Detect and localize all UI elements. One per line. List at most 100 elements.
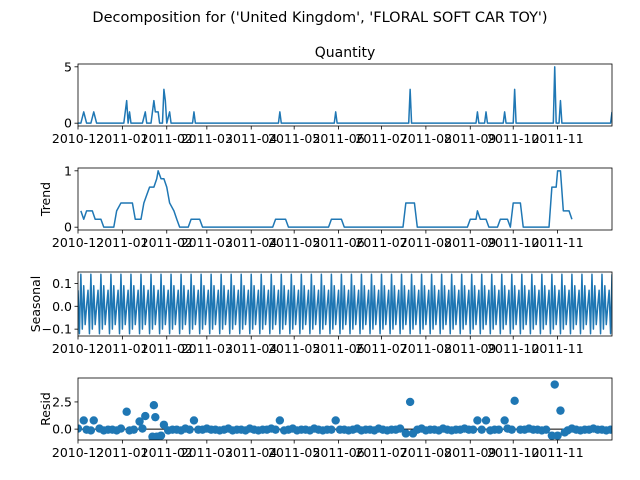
- trend-plot-area: [80, 170, 573, 228]
- x-tick-label: 2011-02: [141, 131, 193, 146]
- x-tick-label: 2011-07: [355, 235, 407, 250]
- trend-line: [80, 170, 573, 228]
- x-tick-label: 2010-12: [52, 131, 104, 146]
- x-tick-label: 2011-01: [96, 341, 148, 356]
- x-tick-label: 2011-04: [225, 235, 277, 250]
- x-tick-label: 2011-01: [96, 445, 148, 460]
- x-tick-label: 2011-07: [355, 445, 407, 460]
- resid-point: [473, 416, 482, 425]
- figure-title: Decomposition for ('United Kingdom', 'FL…: [92, 10, 547, 26]
- x-tick-label: 2011-05: [268, 131, 320, 146]
- x-tick-label: 2011-04: [225, 131, 277, 146]
- x-tick-label: 2011-08: [400, 131, 452, 146]
- x-tick-label: 2011-06: [312, 445, 364, 460]
- y-tick-label: −0.1: [42, 322, 72, 337]
- resid-point: [138, 424, 147, 433]
- seasonal-panel: −0.10.00.12010-122011-012011-022011-0320…: [28, 271, 613, 356]
- resid-point: [401, 429, 411, 438]
- resid-point: [331, 416, 340, 425]
- x-tick-label: 2011-10: [487, 131, 539, 146]
- x-tick-label: 2011-08: [400, 445, 452, 460]
- y-tick-label: 0.0: [52, 299, 72, 314]
- resid-ylabel: Resid: [38, 392, 53, 426]
- x-tick-label: 2011-06: [312, 235, 364, 250]
- resid-point: [141, 411, 150, 421]
- x-tick-label: 2011-05: [268, 445, 320, 460]
- observed-axes-frame: [77, 63, 613, 127]
- resid-point: [122, 407, 131, 416]
- x-tick-label: 2011-09: [444, 131, 496, 146]
- resid-point: [151, 412, 160, 422]
- resid-point: [189, 416, 199, 425]
- x-tick-label: 2011-10: [487, 445, 539, 460]
- x-tick-label: 2011-09: [444, 445, 496, 460]
- x-tick-label: 2010-12: [52, 341, 104, 356]
- resid-point: [507, 425, 516, 434]
- x-tick-label: 2011-09: [444, 341, 496, 356]
- x-tick-label: 2011-10: [487, 341, 539, 356]
- x-tick-label: 2011-06: [312, 131, 364, 146]
- resid-point: [185, 425, 194, 434]
- resid-point: [395, 424, 405, 433]
- y-tick-label: 0.1: [52, 276, 72, 291]
- x-tick-label: 2011-02: [141, 235, 193, 250]
- resid-point: [408, 429, 418, 438]
- resid-point: [275, 416, 285, 425]
- observed-title: Quantity: [315, 45, 376, 61]
- resid-plot-area: [78, 380, 612, 440]
- resid-point: [606, 425, 612, 434]
- resid-point: [89, 416, 98, 425]
- resid-point: [79, 416, 88, 425]
- resid-axes-frame: [77, 377, 613, 441]
- resid-point: [494, 425, 504, 434]
- resid-point: [78, 424, 83, 433]
- seasonal-ylabel: Seasonal: [28, 276, 43, 333]
- x-tick-label: 2011-08: [400, 235, 452, 250]
- x-tick-label: 2010-12: [52, 445, 104, 460]
- x-tick-label: 2011-11: [531, 445, 583, 460]
- x-tick-label: 2011-03: [181, 131, 233, 146]
- resid-point: [550, 380, 559, 389]
- trend-ylabel: Trend: [38, 182, 53, 217]
- resid-point: [553, 431, 562, 440]
- resid-point: [129, 425, 139, 434]
- x-tick-label: 2011-01: [96, 235, 148, 250]
- y-tick-label: 0.0: [52, 422, 72, 437]
- x-tick-label: 2011-01: [96, 131, 148, 146]
- resid-point: [481, 416, 491, 425]
- resid-point: [510, 396, 519, 406]
- x-tick-label: 2011-02: [141, 341, 193, 356]
- x-tick-label: 2011-03: [181, 341, 233, 356]
- x-tick-label: 2011-06: [312, 341, 364, 356]
- observed-plot-area: [78, 66, 612, 124]
- x-tick-label: 2011-07: [355, 131, 407, 146]
- y-tick-label: 5: [64, 59, 72, 74]
- resid-point: [405, 397, 415, 407]
- x-tick-label: 2011-02: [141, 445, 193, 460]
- seasonal-line: [78, 273, 612, 335]
- x-tick-label: 2011-10: [487, 235, 539, 250]
- y-tick-label: 1: [64, 163, 72, 178]
- resid-point: [560, 428, 569, 437]
- resid-point: [116, 424, 126, 433]
- x-tick-label: 2011-11: [531, 131, 583, 146]
- seasonal-plot-area: [78, 273, 612, 335]
- y-tick-label: 0: [64, 220, 72, 235]
- x-tick-label: 2010-12: [52, 235, 104, 250]
- resid-point: [500, 416, 509, 425]
- x-tick-label: 2011-11: [531, 341, 583, 356]
- x-tick-label: 2011-08: [400, 341, 452, 356]
- x-tick-label: 2011-09: [444, 235, 496, 250]
- resid-point: [271, 425, 280, 434]
- x-tick-label: 2011-04: [225, 341, 277, 356]
- y-tick-label: 0: [64, 116, 72, 131]
- resid-panel: 0.02.52010-122011-012011-022011-032011-0…: [38, 377, 613, 460]
- resid-point: [468, 425, 478, 434]
- seasonal-axes-frame: [77, 271, 613, 337]
- resid-point: [86, 426, 96, 435]
- x-tick-label: 2011-03: [181, 235, 233, 250]
- x-tick-label: 2011-03: [181, 445, 233, 460]
- observed-line: [78, 66, 612, 124]
- resid-point: [541, 425, 551, 434]
